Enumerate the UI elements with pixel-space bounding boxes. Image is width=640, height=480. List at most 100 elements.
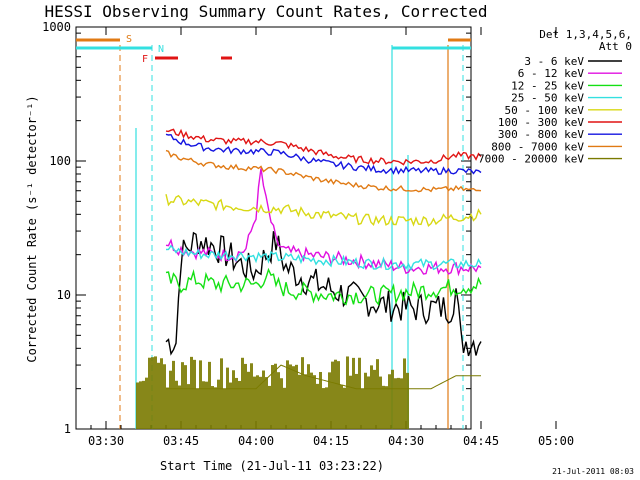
- y-tick-label: 10: [57, 288, 71, 302]
- legend-label: 12 - 25 keV: [511, 79, 584, 92]
- high-energy-bin: [298, 374, 301, 429]
- x-axis-label: Start Time (21-Jul-11 03:23:22): [160, 459, 384, 473]
- high-energy-bin: [310, 372, 313, 429]
- high-energy-bin: [394, 378, 397, 429]
- high-energy-bin: [208, 361, 211, 429]
- high-energy-bin: [319, 371, 322, 429]
- y-tick-label: 100: [49, 154, 71, 168]
- high-energy-bin: [391, 369, 394, 429]
- high-energy-bin: [286, 360, 289, 429]
- high-energy-bin: [196, 388, 199, 429]
- x-tick-label: 04:45: [463, 434, 499, 448]
- high-energy-bin: [355, 373, 358, 429]
- series-12-25-kev: [165, 267, 482, 306]
- high-energy-bin: [253, 376, 256, 429]
- series-7000-20000-kev: [166, 364, 481, 390]
- high-energy-bin: [331, 361, 334, 429]
- high-energy-bin: [226, 367, 229, 429]
- plot-area: 1 10 100 1000 03:30 03:45 04:00 04:15 04:30 04:45…: [42, 20, 574, 448]
- high-energy-bin: [190, 356, 193, 429]
- high-energy-bin: [172, 360, 175, 429]
- series-6-12-kev-line: [165, 168, 482, 277]
- high-energy-bin: [328, 372, 331, 429]
- x-tick-label: 04:15: [313, 434, 349, 448]
- high-energy-bin: [250, 363, 253, 429]
- high-energy-bin: [145, 377, 148, 429]
- high-energy-bin: [382, 385, 385, 429]
- series-6-12-kev: [165, 168, 482, 277]
- high-energy-bin: [334, 359, 337, 429]
- high-energy-bin: [262, 370, 265, 429]
- high-energy-bin: [325, 387, 328, 429]
- high-energy-bin: [316, 383, 319, 429]
- high-energy-bin: [220, 358, 223, 429]
- high-energy-bin: [169, 370, 172, 429]
- high-energy-bin: [184, 365, 187, 429]
- high-energy-bin: [385, 386, 388, 429]
- high-energy-bin: [379, 376, 382, 429]
- high-energy-bin: [148, 357, 151, 429]
- footer-timestamp: 21-Jul-2011 08:03: [552, 467, 634, 476]
- legend-label: 50 - 100 keV: [505, 104, 585, 117]
- x-tick-label: 03:45: [163, 434, 199, 448]
- high-energy-bin: [352, 357, 355, 429]
- series-100-300-kev-line: [165, 128, 482, 166]
- high-energy-bin: [277, 372, 280, 429]
- high-energy-bin: [238, 380, 241, 429]
- legend-header-line-2: Att 0: [599, 40, 632, 53]
- high-energy-bin: [232, 370, 235, 429]
- high-energy-bin: [280, 378, 283, 429]
- high-energy-bin: [202, 381, 205, 429]
- high-energy-bin: [358, 357, 361, 429]
- x-tick-label: 04:30: [388, 434, 424, 448]
- high-energy-bin: [400, 378, 403, 429]
- high-energy-bin: [241, 357, 244, 429]
- high-energy-bin: [397, 377, 400, 429]
- high-energy-bin: [205, 381, 208, 429]
- series-800-7000-kev: [165, 149, 482, 193]
- x-tick-label: 04:00: [238, 434, 274, 448]
- high-energy-bin: [274, 363, 277, 429]
- high-energy-bin: [301, 357, 304, 429]
- series-25-50-kev-line: [165, 244, 482, 271]
- high-energy-bin: [178, 385, 181, 429]
- high-energy-bin: [295, 364, 298, 429]
- high-energy-bin: [166, 387, 169, 429]
- high-energy-bin: [337, 361, 340, 429]
- high-energy-bin: [406, 372, 409, 429]
- legend-label: 3 - 6 keV: [524, 55, 584, 68]
- y-tick-label: 1000: [42, 20, 71, 34]
- high-energy-bin: [370, 365, 373, 429]
- high-energy-bin: [340, 384, 343, 429]
- high-energy-bin: [211, 386, 214, 429]
- series-100-300-kev: [165, 128, 482, 166]
- chart-title: HESSI Observing Summary Count Rates, Cor…: [44, 2, 487, 21]
- high-energy-bin: [214, 387, 217, 429]
- high-energy-bin: [142, 380, 145, 429]
- high-energy-bin: [163, 364, 166, 429]
- legend-label: 25 - 50 keV: [511, 92, 584, 105]
- high-energy-bin: [268, 385, 271, 429]
- high-energy-bin: [349, 375, 352, 429]
- high-energy-bin: [322, 388, 325, 429]
- high-energy-bin: [271, 365, 274, 429]
- high-energy-bin: [175, 380, 178, 429]
- high-energy-bin: [151, 357, 154, 429]
- y-tick-label: 1: [64, 422, 71, 436]
- high-energy-bin: [289, 364, 292, 429]
- series-7000-20000-kev-line: [166, 364, 481, 390]
- high-energy-bin: [244, 363, 247, 429]
- high-energy-bin: [304, 374, 307, 429]
- marker-label-n: N: [158, 44, 164, 55]
- legend-label: 7000 - 20000 keV: [478, 153, 584, 166]
- high-energy-bin: [256, 375, 259, 429]
- high-energy-bin: [235, 377, 238, 429]
- high-energy-bin: [373, 369, 376, 429]
- high-energy-bin: [181, 362, 184, 429]
- series-300-800-kev-line: [165, 133, 482, 175]
- high-energy-bin: [154, 356, 157, 429]
- high-energy-bin: [217, 379, 220, 429]
